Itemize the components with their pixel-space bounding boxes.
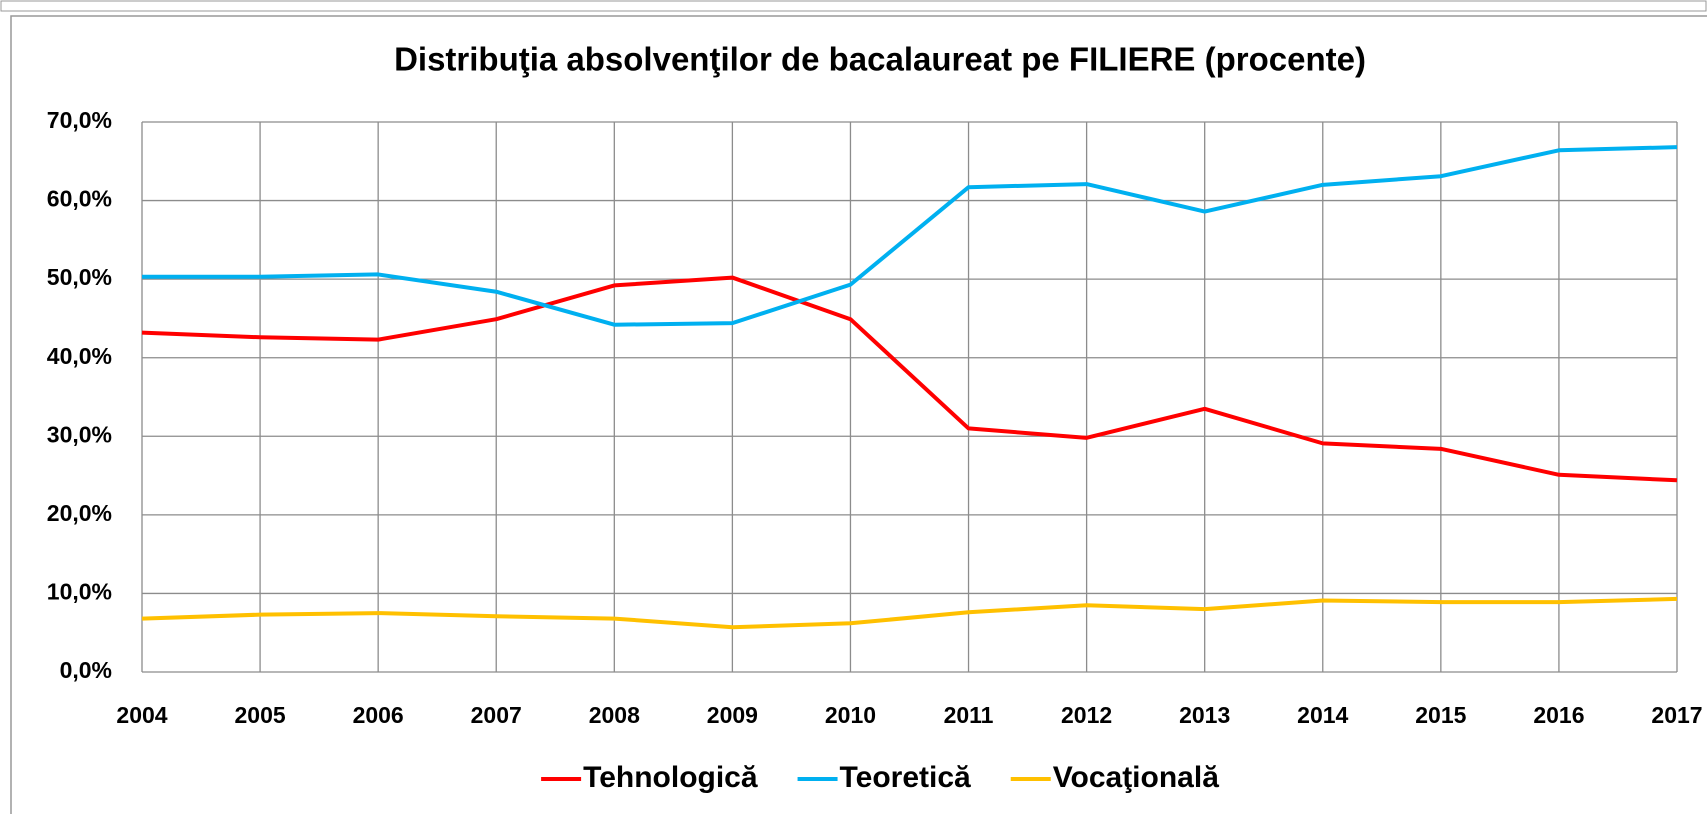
series-line [141,275,1678,483]
y-tick-label: 40,0% [47,343,112,369]
series-line [141,596,1678,630]
y-tick-label: 60,0% [47,186,112,212]
x-tick-label: 2015 [1415,702,1466,728]
legend-label: Tehnologică [583,761,758,794]
y-tick-label: 0,0% [60,657,112,683]
x-tick-label: 2007 [471,702,522,728]
legend-label: Vocaţională [1053,761,1219,794]
x-tick-label: 2008 [589,702,640,728]
x-tick-label: 2009 [707,702,758,728]
x-tick-label: 2011 [944,702,994,728]
chart-title: Distribuţia absolvenţilor de bacalaureat… [394,41,1366,78]
series-line [142,145,1678,327]
x-tick-label: 2004 [116,702,167,728]
top-frame [0,0,1707,12]
x-tick-label: 2014 [1297,702,1348,728]
y-tick-label: 20,0% [47,500,112,526]
x-tick-label: 2013 [1179,702,1230,728]
x-tick-label: 2017 [1651,702,1702,728]
chart-frame [10,15,1707,814]
x-tick-label: 2005 [234,702,285,728]
y-tick-label: 70,0% [47,107,112,133]
legend-label: Teoretică [840,761,971,794]
x-tick-label: 2010 [825,702,876,728]
y-tick-label: 30,0% [47,421,112,447]
x-tick-label: 2006 [353,702,404,728]
x-tick-label: 2012 [1061,702,1112,728]
y-tick-label: 50,0% [47,264,112,290]
x-tick-label: 2016 [1533,702,1584,728]
y-tick-label: 10,0% [47,579,112,605]
